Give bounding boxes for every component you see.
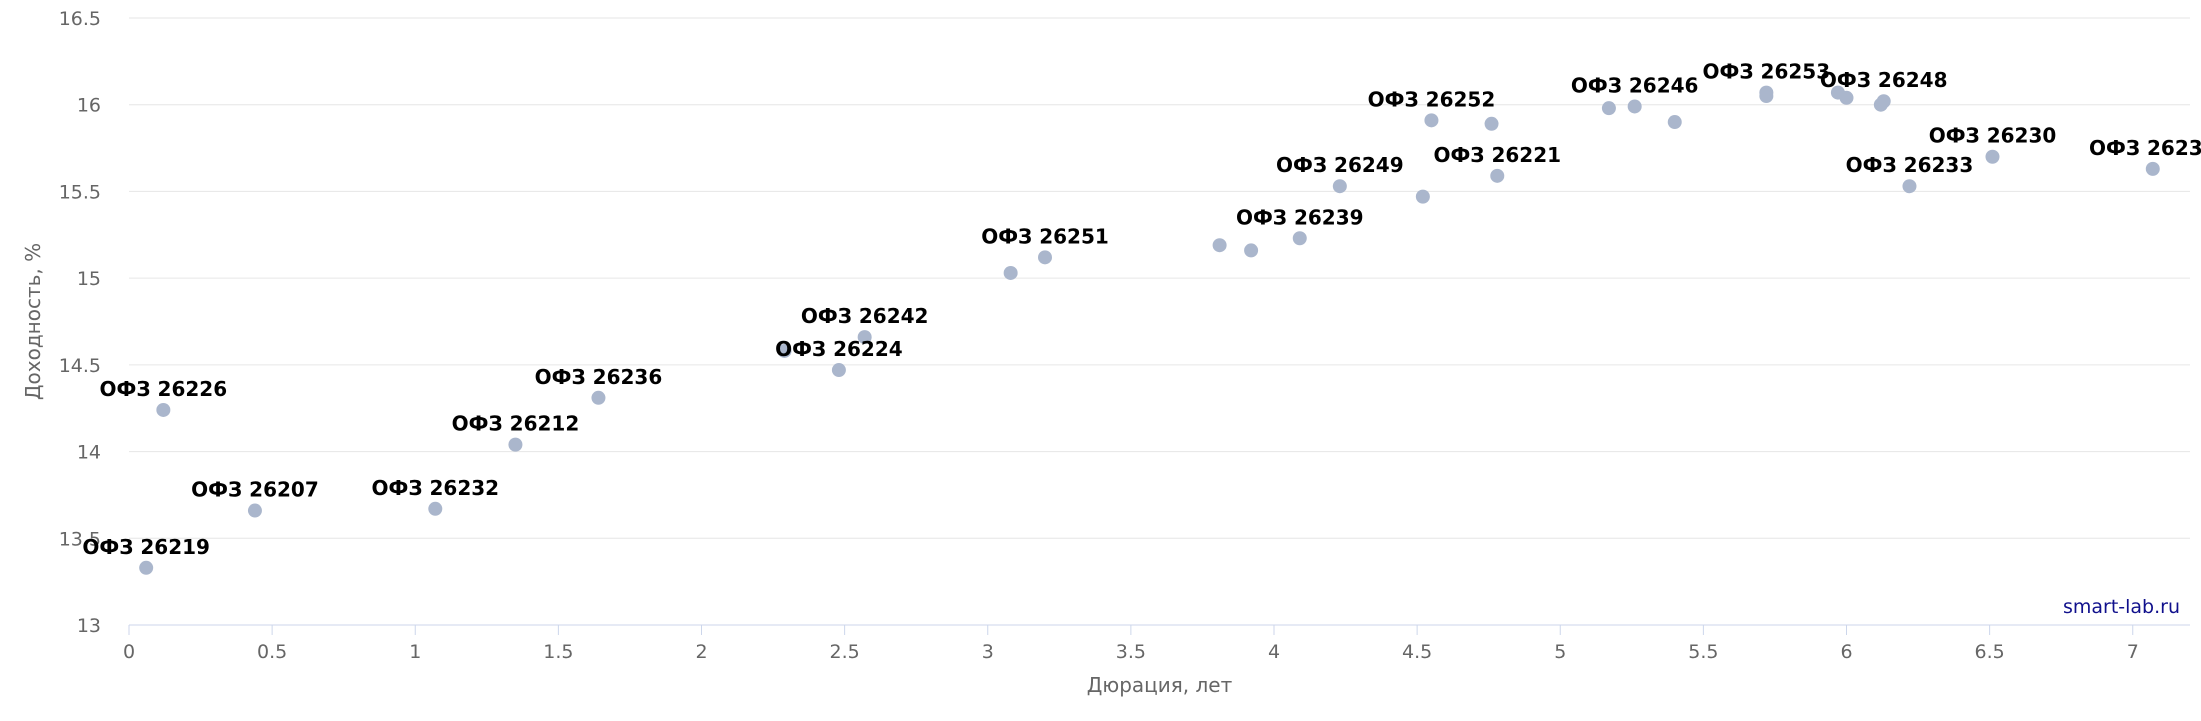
data-point[interactable]	[139, 560, 154, 575]
data-label: ОФЗ 26219	[82, 535, 210, 559]
data-label: ОФЗ 26230	[1929, 124, 2057, 148]
x-tick-label: 4.5	[1402, 641, 1432, 663]
data-label: ОФЗ 26252	[1368, 87, 1496, 111]
data-point[interactable]	[1038, 250, 1052, 265]
data-point[interactable]	[1244, 243, 1259, 258]
x-tick-label: 2.5	[830, 641, 860, 663]
x-tick-label: 7	[2127, 641, 2139, 663]
data-point[interactable]	[591, 390, 606, 405]
data-point[interactable]	[857, 330, 872, 345]
data-point[interactable]	[1839, 90, 1854, 105]
y-tick-label: 16	[77, 95, 101, 117]
y-tick-label: 14.5	[59, 355, 101, 377]
data-point[interactable]	[1292, 231, 1307, 246]
data-label: ОФЗ 26221	[1433, 143, 1561, 167]
y-axis-title: Доходность, %	[21, 243, 45, 400]
y-tick-label: 15.5	[59, 181, 101, 203]
data-point[interactable]	[1759, 85, 1774, 100]
data-label: ОФЗ 26253	[1703, 60, 1831, 84]
x-axis: 0 0.5 1 1.5 2 2.5 3 3.5 4 4.5 5 5.5 6 6.5 7	[123, 624, 2190, 663]
data-points	[139, 85, 2160, 575]
data-label: ОФЗ 26212	[452, 412, 580, 436]
data-point[interactable]	[1490, 168, 1505, 183]
data-point[interactable]	[1332, 179, 1347, 194]
x-tick-label: 0	[123, 641, 135, 663]
data-label: ОФЗ 26248	[1820, 68, 1948, 92]
data-point[interactable]	[1902, 179, 1917, 194]
data-label: ОФЗ 26238	[2089, 136, 2201, 160]
credit-link[interactable]: smart-lab.ru	[2063, 596, 2180, 618]
x-tick-label: 1	[409, 641, 421, 663]
data-point[interactable]	[1601, 101, 1616, 116]
y-tick-label: 13	[77, 615, 101, 637]
data-point[interactable]	[1484, 116, 1499, 131]
data-point[interactable]	[831, 363, 846, 378]
data-point[interactable]	[1212, 238, 1227, 253]
x-tick-label: 3	[982, 641, 994, 663]
y-tick-label: 15	[77, 268, 101, 290]
x-tick-label: 6.5	[1975, 641, 2005, 663]
data-point[interactable]	[1424, 113, 1439, 128]
data-label: ОФЗ 26233	[1846, 153, 1974, 177]
data-label: ОФЗ 26239	[1236, 205, 1364, 229]
data-label: ОФЗ 26246	[1571, 73, 1699, 97]
x-tick-label: 0.5	[257, 641, 287, 663]
x-tick-label: 4	[1268, 641, 1280, 663]
data-point[interactable]	[1985, 149, 2000, 164]
x-tick-label: 6	[1840, 641, 1852, 663]
data-point[interactable]	[1667, 115, 1682, 130]
data-labels: ОФЗ 26219 ОФЗ 26226 ОФЗ 26207 ОФЗ 26232 ОФЗ …	[82, 60, 2201, 559]
data-label: ОФЗ 26242	[801, 304, 929, 328]
y-tick-label: 14	[77, 442, 101, 464]
data-label: ОФЗ 26224	[775, 337, 903, 361]
data-label: ОФЗ 26226	[100, 377, 228, 401]
data-label: ОФЗ 26232	[371, 476, 499, 500]
data-point[interactable]	[1003, 265, 1018, 280]
data-point[interactable]	[1876, 94, 1891, 109]
grid-lines	[129, 17, 2190, 626]
data-label: ОФЗ 26251	[981, 224, 1109, 248]
data-label: ОФЗ 26207	[191, 478, 319, 502]
y-axis: 13 13.5 14 14.5 15 15.5 16 16.5	[59, 8, 101, 637]
data-point[interactable]	[428, 501, 443, 516]
y-tick-label: 16.5	[59, 8, 101, 30]
x-tick-label: 3.5	[1116, 641, 1146, 663]
x-tick-label: 1.5	[543, 641, 573, 663]
data-point[interactable]	[156, 402, 171, 417]
data-point[interactable]	[777, 343, 792, 358]
data-label: ОФЗ 26236	[535, 365, 663, 389]
data-label: ОФЗ 26249	[1276, 153, 1404, 177]
data-point[interactable]	[2145, 161, 2160, 176]
x-tick-label: 5.5	[1688, 641, 1718, 663]
y-tick-label: 13.5	[59, 528, 101, 550]
x-tick-label: 5	[1554, 641, 1566, 663]
x-tick-label: 2	[695, 641, 707, 663]
data-point[interactable]	[508, 437, 523, 452]
data-point[interactable]	[247, 503, 262, 518]
x-axis-title: Дюрация, лет	[1087, 673, 1233, 697]
data-point[interactable]	[1627, 99, 1642, 114]
data-point[interactable]	[1415, 189, 1430, 204]
